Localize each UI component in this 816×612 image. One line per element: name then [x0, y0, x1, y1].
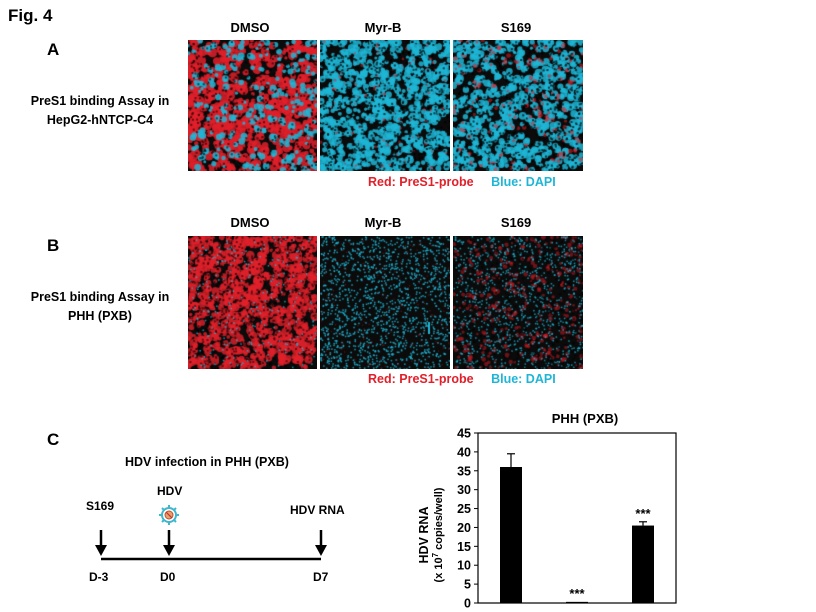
timeline-arrow-d-3	[95, 530, 107, 556]
y-tick-label-45: 45	[457, 427, 471, 441]
y-tick-label-35: 35	[457, 464, 471, 478]
panel-b-legend: Red: PreS1-probe Blue: DAPI	[368, 372, 556, 386]
micrograph-b-dmso	[188, 236, 317, 369]
y-tick-label-10: 10	[457, 559, 471, 573]
micrograph-b-s169	[453, 236, 583, 369]
y-tick-label-30: 30	[457, 483, 471, 497]
micrograph-b-myrb	[320, 236, 450, 369]
panel-b-legend-blue: Blue: DAPI	[491, 372, 556, 386]
chart-ylabel-suffix: copies/well)	[433, 487, 445, 553]
panel-b-row-label-line1: PreS1 binding Assay in	[30, 290, 170, 304]
y-tick-label-40: 40	[457, 445, 471, 459]
micrograph-a-myrb	[320, 40, 450, 171]
panel-a-legend: Red: PreS1-probe Blue: DAPI	[368, 175, 556, 189]
panel-b-legend-red: Red: PreS1-probe	[368, 372, 474, 386]
panel-b-col-myrb: Myr-B	[364, 215, 402, 230]
panel-a-col-s169: S169	[500, 20, 532, 35]
chart-ylabel-line2: (x 107 copies/well)	[431, 487, 445, 582]
y-tick-label-5: 5	[464, 578, 471, 592]
timeline-event-hdv-rna: HDV RNA	[290, 503, 345, 517]
panel-a-row-label-line2: HepG2-hNTCP-C4	[46, 113, 154, 127]
x-tick-label-myr-b: Myr-B	[559, 609, 594, 610]
y-tick-label-20: 20	[457, 521, 471, 535]
panel-a-legend-blue: Blue: DAPI	[491, 175, 556, 189]
chart-ylabel-sup: 7	[431, 552, 440, 557]
x-tick-label-dmso: DMSO	[492, 609, 530, 610]
panel-b-row-label-line2: PHH (PXB)	[68, 309, 132, 323]
bar-dmso	[500, 467, 522, 603]
chart-title: PHH (PXB)	[552, 411, 618, 426]
timeline-diagram	[95, 505, 327, 561]
timeline-event-hdv: HDV	[157, 484, 183, 498]
bar-chart: PHH (PXB) HDV RNA (x 107 copies/well) 0 5…	[417, 411, 677, 611]
y-tick-label-0: 0	[464, 597, 471, 611]
panel-a-col-myrb: Myr-B	[364, 20, 402, 35]
panel-a-legend-red: Red: PreS1-probe	[368, 175, 474, 189]
bar-s169	[632, 525, 654, 603]
panel-a-row-label-line1: PreS1 binding Assay in	[30, 94, 170, 108]
y-tick-label-25: 25	[457, 502, 471, 516]
significance-myr-b: ***	[569, 586, 585, 601]
timeline-event-s169: S169	[86, 499, 115, 513]
timeline-day-d7: D7	[313, 570, 329, 584]
timeline-day-d-3: D-3	[89, 570, 109, 584]
panel-c-letter: C	[47, 430, 60, 449]
panel-b-col-s169: S169	[500, 215, 532, 230]
figure-title: Fig. 4	[8, 6, 53, 25]
panel-a-letter: A	[47, 40, 60, 59]
significance-s169: ***	[635, 506, 651, 521]
panel-a-row-label: PreS1 binding Assay in HepG2-hNTCP-C4	[20, 92, 180, 130]
timeline-title: HDV infection in PHH (PXB)	[125, 455, 289, 469]
timeline-arrow-d7	[315, 530, 327, 556]
micrograph-a-s169	[453, 40, 583, 171]
panel-a-col-dmso: DMSO	[230, 20, 270, 35]
timeline-arrow-d0	[163, 530, 175, 556]
y-tick-label-15: 15	[457, 540, 471, 554]
bar-myr-b	[566, 601, 588, 603]
x-tick-label-s169: S169	[628, 609, 657, 610]
panel-b-letter: B	[47, 236, 60, 255]
panel-b-row-label: PreS1 binding Assay in PHH (PXB)	[20, 288, 180, 326]
virus-icon	[159, 505, 179, 525]
chart-ylabel-line1: HDV RNA	[417, 507, 431, 564]
chart-ylabel-prefix: (x 10	[433, 557, 445, 582]
micrograph-a-dmso	[188, 40, 317, 171]
timeline-day-d0: D0	[160, 570, 176, 584]
panel-b-col-dmso: DMSO	[230, 215, 270, 230]
